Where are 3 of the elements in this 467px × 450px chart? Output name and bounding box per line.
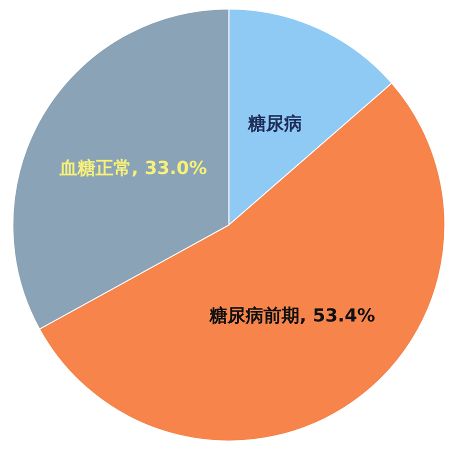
slice-label: 糖尿病前期, 53.4%	[208, 306, 376, 327]
slice-label: 血糖正常, 33.0%	[58, 158, 208, 179]
slice-label: 糖尿病	[246, 113, 302, 134]
